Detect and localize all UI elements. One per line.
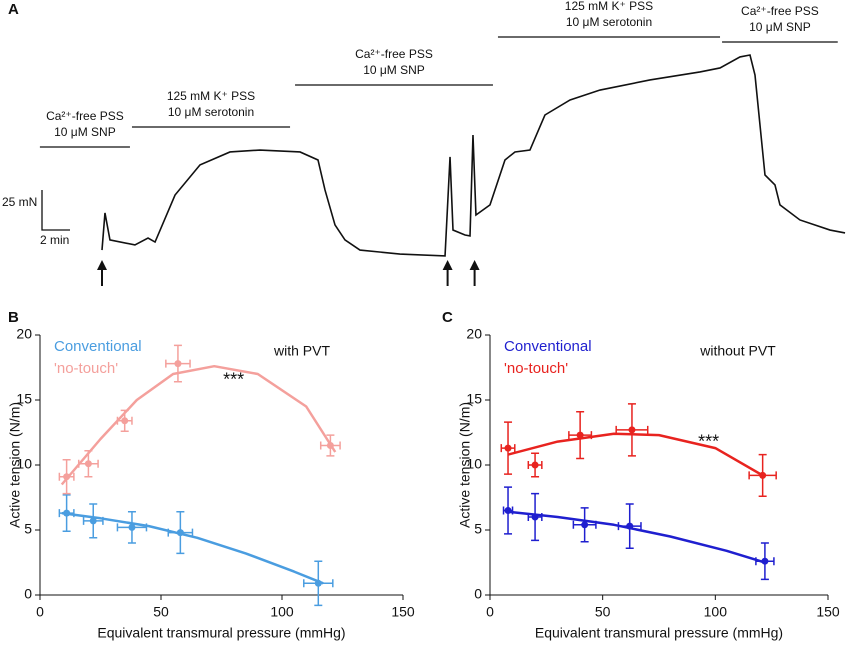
y-tick-label: 0 — [474, 586, 482, 602]
point — [581, 521, 589, 529]
x-tick-label: 150 — [391, 604, 415, 620]
point — [314, 579, 322, 587]
y-tick-label: 5 — [24, 521, 32, 537]
condition-label: 10 μM SNP — [363, 63, 425, 77]
y-tick-label: 10 — [16, 456, 32, 472]
y-tick-label: 10 — [466, 456, 482, 472]
panel-label: B — [8, 309, 19, 326]
x-tick-label: 50 — [595, 604, 611, 620]
x-tick-label: 100 — [704, 604, 728, 620]
x-tick-label: 150 — [816, 604, 840, 620]
point — [89, 517, 97, 525]
condition-label: 10 μM SNP — [749, 20, 811, 34]
point — [504, 444, 512, 452]
x-tick-label: 50 — [153, 604, 169, 620]
y-tick-label: 15 — [466, 391, 482, 407]
scale-x-label: 2 min — [40, 233, 69, 247]
point — [761, 557, 769, 565]
point — [63, 473, 71, 481]
point — [531, 461, 539, 469]
point — [628, 426, 636, 434]
y-tick-label: 20 — [466, 326, 482, 342]
x-axis-title: Equivalent transmural pressure (mmHg) — [535, 625, 783, 641]
condition-label: 10 μM serotonin — [168, 105, 254, 119]
condition-label: Ca²⁺-free PSS — [355, 47, 433, 61]
legend-entry: Conventional — [54, 338, 142, 355]
condition-label: Ca²⁺-free PSS — [46, 109, 124, 123]
condition-label: 10 μM SNP — [54, 125, 116, 139]
panel-label: A — [8, 1, 19, 18]
point — [759, 471, 767, 479]
point — [63, 509, 71, 517]
y-axis-title: Active tension (N/m) — [457, 402, 473, 528]
point — [121, 417, 129, 425]
point — [84, 460, 92, 468]
point — [504, 507, 512, 514]
fit-curve — [60, 364, 337, 486]
legend-entry: Conventional — [504, 338, 592, 355]
legend-entry: 'no-touch' — [504, 360, 568, 377]
y-tick-label: 15 — [16, 391, 32, 407]
y-tick-label: 5 — [474, 521, 482, 537]
scale-y-label: 25 mN — [2, 195, 37, 209]
fit-curve — [507, 510, 766, 564]
y-tick-label: 20 — [16, 326, 32, 342]
x-axis-title: Equivalent transmural pressure (mmHg) — [97, 625, 345, 641]
x-tick-label: 0 — [36, 604, 44, 620]
annotation: *** — [223, 369, 244, 389]
trace — [101, 54, 846, 257]
arrow-head — [442, 260, 453, 270]
y-tick-label: 0 — [24, 586, 32, 602]
x-tick-label: 0 — [486, 604, 494, 620]
point — [626, 522, 634, 530]
point — [576, 431, 584, 439]
condition-label: 125 mM K⁺ PSS — [565, 0, 653, 13]
x-tick-label: 100 — [270, 604, 294, 620]
panel-label: C — [442, 309, 453, 326]
fit-curve — [61, 511, 324, 585]
note: without PVT — [699, 343, 776, 359]
arrow-head — [97, 260, 107, 270]
point — [176, 529, 184, 537]
point — [326, 442, 334, 449]
note: with PVT — [273, 343, 330, 359]
fit-curve — [507, 432, 764, 477]
condition-label: Ca²⁺-free PSS — [741, 4, 819, 18]
point — [128, 523, 136, 531]
arrow-head — [469, 260, 480, 270]
scale-bar — [41, 190, 70, 231]
point — [174, 360, 182, 368]
condition-label: 10 μM serotonin — [566, 15, 652, 29]
condition-label: 125 mM K⁺ PSS — [167, 89, 255, 103]
point — [531, 513, 539, 521]
legend-entry: 'no-touch' — [54, 360, 118, 377]
y-axis-title: Active tension (N/m) — [7, 402, 23, 528]
